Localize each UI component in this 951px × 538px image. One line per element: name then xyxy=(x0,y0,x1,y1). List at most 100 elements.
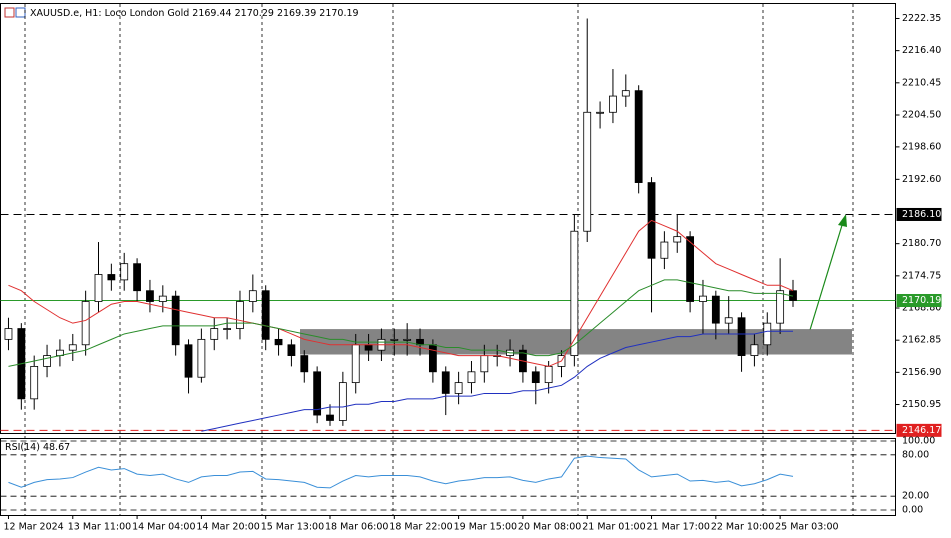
candle-body xyxy=(660,241,669,259)
candle-body xyxy=(621,90,630,97)
trend-arrow xyxy=(809,214,847,331)
candle-body xyxy=(184,344,193,378)
candle-body xyxy=(737,317,746,356)
candle-body xyxy=(583,111,592,232)
moving-average-line xyxy=(8,279,794,367)
candle-body xyxy=(699,295,707,302)
candle-body xyxy=(133,263,141,292)
candle-body xyxy=(454,382,463,394)
main-plot-frame xyxy=(0,3,896,434)
candle-body xyxy=(570,230,579,356)
candle-body xyxy=(364,344,373,351)
candle-body xyxy=(776,290,785,324)
y-tick-label: 2156.90 xyxy=(902,367,941,378)
quote-close: 2170.19 xyxy=(319,8,358,19)
x-tick-label: 25 Mar 03:00 xyxy=(775,522,838,533)
x-tick-label: 15 Mar 13:00 xyxy=(261,522,324,533)
candle-body xyxy=(120,263,129,281)
moving-average-line xyxy=(201,330,793,432)
y-tick-label: 2216.40 xyxy=(902,45,941,56)
price-level-box xyxy=(896,293,942,307)
candle-body xyxy=(274,338,283,346)
rsi-tick-label: 80.00 xyxy=(902,449,929,460)
y-tick-label: 2198.60 xyxy=(902,141,941,152)
y-tick-label: 2168.80 xyxy=(902,303,941,314)
y-tick-label: 2210.45 xyxy=(902,77,941,88)
symbol-title: XAUUSD.e, H1: Loco London Gold xyxy=(30,8,189,19)
x-tick-label: 12 Mar 2024 xyxy=(3,522,63,533)
x-tick-label: 22 Mar 10:00 xyxy=(711,522,774,533)
candle-body xyxy=(248,290,257,302)
candle-body xyxy=(750,344,759,356)
candle-body xyxy=(763,322,772,346)
x-tick-label: 18 Mar 22:00 xyxy=(389,522,452,533)
rsi-value: 48.67 xyxy=(43,442,70,453)
quote-low: 2169.39 xyxy=(277,8,316,19)
candle-body xyxy=(223,328,232,330)
candle-body xyxy=(171,295,180,346)
candle-body xyxy=(544,366,553,384)
y-tick-label: 2222.35 xyxy=(902,13,941,24)
x-tick-label: 21 Mar 17:00 xyxy=(647,522,710,533)
candle-body xyxy=(351,344,360,384)
y-tick-label: 2162.85 xyxy=(902,335,941,346)
candle-body xyxy=(596,111,604,114)
quote-open: 2169.44 xyxy=(192,8,231,19)
candle-body xyxy=(94,274,103,302)
candle-body xyxy=(81,301,90,346)
candle-body xyxy=(43,355,51,367)
candle-body xyxy=(338,382,347,421)
candle-body xyxy=(30,366,39,400)
x-tick-label: 14 Mar 20:00 xyxy=(196,522,259,533)
candle-body xyxy=(287,344,296,356)
y-tick-label: 2150.95 xyxy=(902,399,941,410)
rsi-header: RSI(14) 48.67 xyxy=(5,442,70,453)
candle-body xyxy=(609,95,617,113)
candle-body xyxy=(428,344,437,373)
candle-body xyxy=(673,236,682,243)
candle-body xyxy=(634,90,643,183)
candle-body xyxy=(403,338,412,341)
candle-body xyxy=(313,371,322,416)
candle-body xyxy=(711,295,720,324)
candle-body xyxy=(390,338,399,341)
y-tick-label: 2192.60 xyxy=(902,174,941,185)
quote-high: 2170.29 xyxy=(235,8,274,19)
price-level-box xyxy=(896,423,942,437)
price-level-label: 2146.17 xyxy=(902,425,941,436)
candle-body xyxy=(4,328,13,340)
rsi-title: RSI(14) xyxy=(5,442,40,453)
rsi-tick-label: 20.00 xyxy=(902,491,929,502)
price-level-label: 2186.10 xyxy=(902,209,941,220)
candle-body xyxy=(300,355,309,373)
candle-body xyxy=(531,371,540,384)
rsi-line xyxy=(8,455,794,489)
price-level-label: 2170.19 xyxy=(902,295,941,306)
price-level-box xyxy=(896,207,942,221)
x-tick-label: 18 Mar 06:00 xyxy=(325,522,388,533)
x-tick-label: 13 Mar 11:00 xyxy=(68,522,131,533)
y-tick-label: 2174.75 xyxy=(902,270,941,281)
rsi-plot-frame xyxy=(0,438,896,516)
rsi-tick-label: 0.00 xyxy=(902,505,923,516)
candle-body xyxy=(107,274,116,281)
candle-body xyxy=(68,344,77,351)
rsi-tick-label: 100.00 xyxy=(902,436,935,447)
candle-body xyxy=(236,301,244,329)
candle-body xyxy=(261,290,270,340)
candle-body xyxy=(724,317,733,324)
moving-average-line xyxy=(8,219,794,367)
candle-body xyxy=(326,414,334,421)
y-tick-label: 2180.70 xyxy=(902,238,941,249)
candle-body xyxy=(210,328,219,340)
candle-body xyxy=(158,295,167,302)
x-tick-label: 14 Mar 04:00 xyxy=(132,522,195,533)
y-tick-label: 2204.50 xyxy=(902,109,941,120)
candle-body xyxy=(146,290,154,302)
chart-header: XAUUSD.e, H1: Loco London Gold 2169.44 2… xyxy=(30,8,359,19)
candle-body xyxy=(480,355,489,373)
candle-body xyxy=(467,371,476,384)
x-tick-label: 19 Mar 15:00 xyxy=(454,522,517,533)
x-tick-label: 21 Mar 01:00 xyxy=(582,522,645,533)
